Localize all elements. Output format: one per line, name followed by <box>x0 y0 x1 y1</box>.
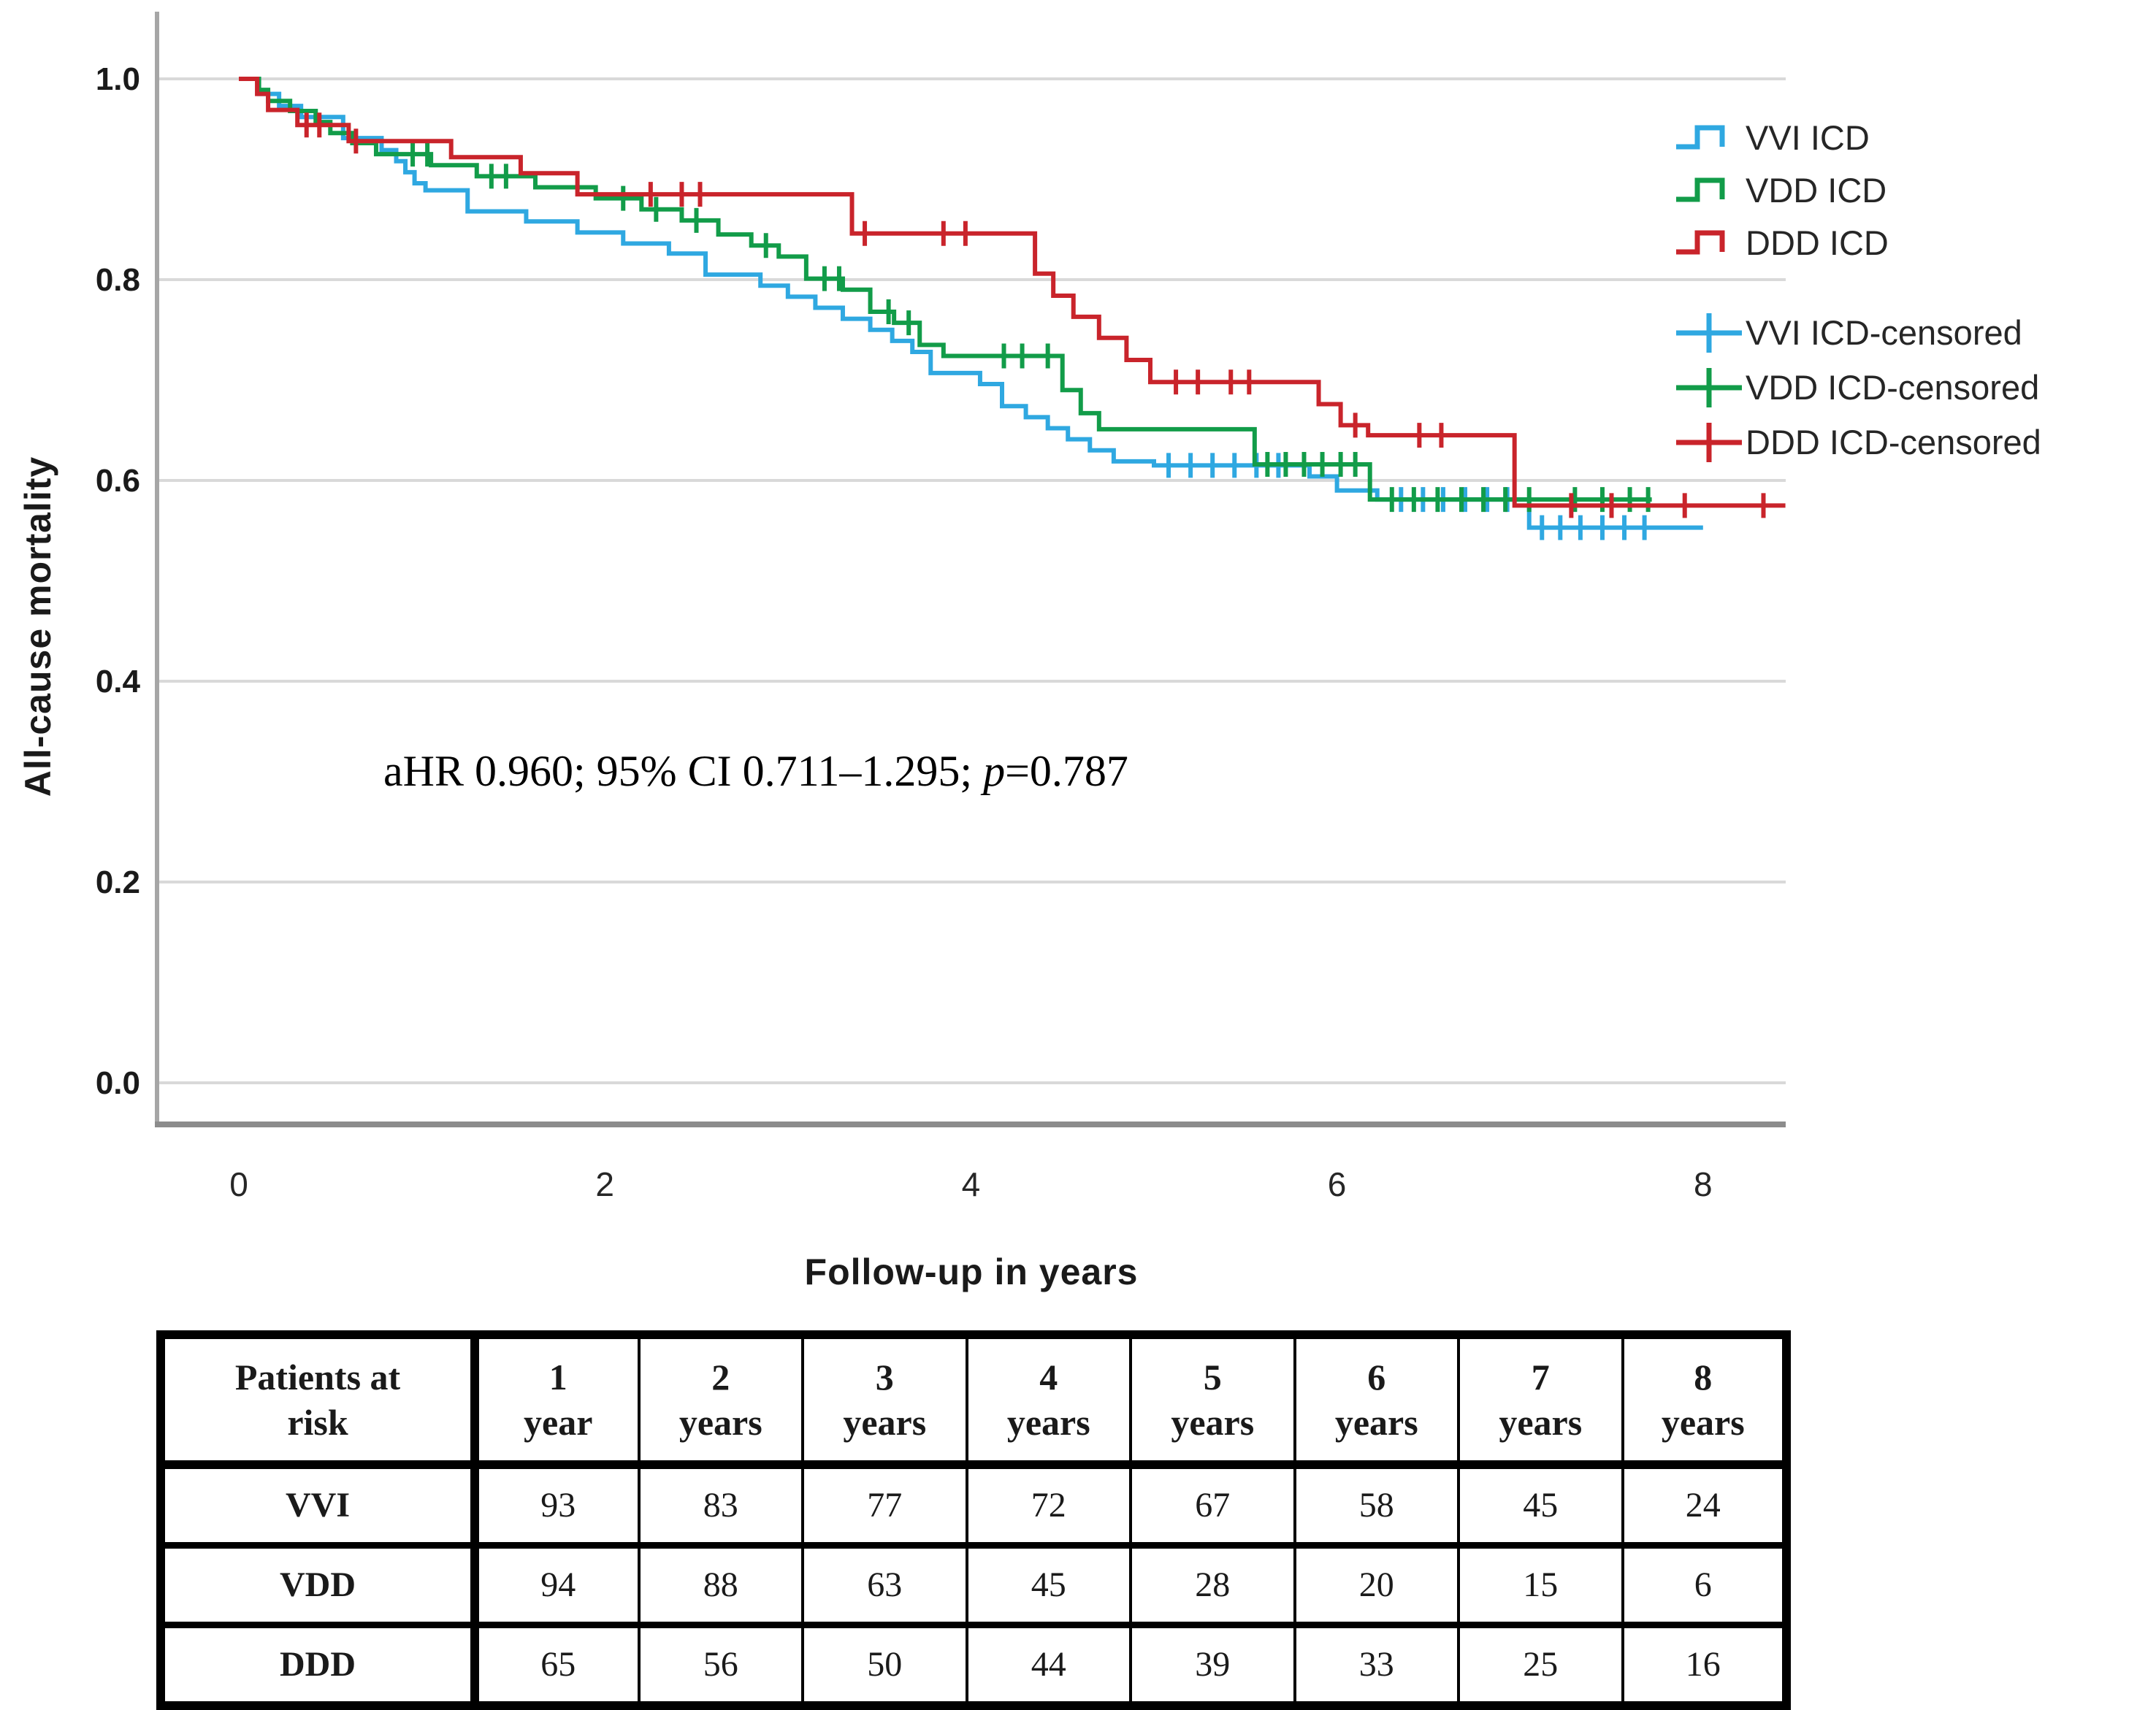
legend-label: VDD ICD-censored <box>1746 368 2040 407</box>
risk-table-col-header-4-years: 4 years <box>965 1333 1132 1469</box>
x-tick-label-2: 2 <box>595 1165 614 1203</box>
risk-value-vvi-year-3: 77 <box>801 1461 968 1547</box>
legend-label: VVI ICD <box>1746 118 1870 157</box>
risk-value-ddd-year-6: 33 <box>1293 1622 1460 1707</box>
risk-table-row-vvi: VVI 93 83 77 72 67 58 45 24 <box>159 1461 1788 1547</box>
patients-at-risk-table: Patients at risk 1 year 2 years 3 years 4 years 5 y… <box>156 1330 1791 1710</box>
plus-marker-icon <box>1676 422 1742 462</box>
risk-value-vdd-year-1: 94 <box>473 1542 641 1627</box>
risk-row-label-vdd: VDD <box>159 1542 479 1627</box>
legend-symbol-stroke <box>1676 177 1725 202</box>
legend-item-vdd-icd: VDD ICD <box>1674 164 2041 216</box>
risk-value-ddd-year-3: 50 <box>801 1622 968 1707</box>
risk-value-vdd-year-5: 28 <box>1129 1542 1296 1627</box>
legend-symbol-stroke <box>1676 422 1742 462</box>
legend-symbol-stroke <box>1676 313 1742 353</box>
legend-item-vvi-icd: VVI ICD <box>1674 111 2041 164</box>
risk-value-vdd-year-3: 63 <box>801 1542 968 1627</box>
plus-marker-icon <box>1676 367 1742 407</box>
risk-row-label-vvi: VVI <box>159 1461 479 1547</box>
risk-table-col-header-2-years: 2 years <box>637 1333 804 1469</box>
risk-value-ddd-year-1: 65 <box>473 1622 641 1707</box>
y-tick-label-0.2: 0.2 <box>96 864 140 900</box>
km-curve-ddd-icd <box>239 77 1786 508</box>
step-line-icon <box>1676 125 1725 150</box>
risk-table-col-header-7-years: 7 years <box>1457 1333 1624 1469</box>
y-tick-label-0.4: 0.4 <box>96 664 141 699</box>
risk-value-vdd-year-7: 15 <box>1457 1542 1624 1627</box>
risk-value-vdd-year-2: 88 <box>637 1542 804 1627</box>
legend-label: VVI ICD-censored <box>1746 313 2022 352</box>
x-axis-title: Follow-up in years <box>804 1251 1139 1292</box>
risk-value-vvi-year-4: 72 <box>965 1461 1132 1547</box>
legend-item-ddd-icd-censored: DDD ICD-censored <box>1674 415 2041 469</box>
x-tick-label-4: 4 <box>962 1165 981 1203</box>
legend-item-vdd-icd-censored: VDD ICD-censored <box>1674 360 2041 415</box>
risk-table-col-header-3-years: 3 years <box>801 1333 968 1469</box>
y-tick-label-0.8: 0.8 <box>96 262 140 298</box>
step-line-icon <box>1676 230 1725 255</box>
x-tick-label-0: 0 <box>229 1165 248 1203</box>
x-tick-label-6: 6 <box>1328 1165 1347 1203</box>
legend: VVI ICD VDD ICD DDD ICD VVI ICD-censored VDD… <box>1674 111 2041 469</box>
risk-table: Patients at risk 1 year 2 years 3 years 4 years 5 y… <box>156 1330 1791 1710</box>
risk-value-ddd-year-7: 25 <box>1457 1622 1624 1707</box>
risk-value-ddd-year-4: 44 <box>965 1622 1132 1707</box>
legend-label: VDD ICD <box>1746 170 1887 210</box>
risk-table-col-header-8-years: 8 years <box>1621 1333 1788 1469</box>
risk-row-label-ddd: DDD <box>159 1622 479 1707</box>
legend-label: DDD ICD <box>1746 223 1889 262</box>
step-line-icon <box>1676 177 1725 202</box>
legend-item-vvi-icd-censored: VVI ICD-censored <box>1674 305 2041 360</box>
survival-plot: 1.0 0.8 0.6 0.4 0.2 0.0 0 2 4 6 8 <box>96 12 1786 1203</box>
y-tick-label-0.6: 0.6 <box>96 463 140 499</box>
legend-group-spacer <box>1674 269 2041 305</box>
legend-symbol-stroke <box>1676 230 1725 255</box>
x-tick-label-8: 8 <box>1694 1165 1713 1203</box>
y-tick-label-0.0: 0.0 <box>96 1065 140 1101</box>
risk-value-vdd-year-6: 20 <box>1293 1542 1460 1627</box>
risk-value-ddd-year-8: 16 <box>1621 1622 1788 1707</box>
risk-table-col-header-6-years: 6 years <box>1293 1333 1460 1469</box>
hazard-ratio-annotation: aHR 0.960; 95% CI 0.711–1.295; p=0.787 <box>383 746 1128 797</box>
risk-value-ddd-year-2: 56 <box>637 1622 804 1707</box>
legend-label: DDD ICD-censored <box>1746 423 2041 461</box>
annotation-text-after: =0.787 <box>1005 747 1128 795</box>
risk-value-vvi-year-7: 45 <box>1457 1461 1624 1547</box>
km-curve-vvi-icd <box>239 77 1703 530</box>
risk-value-vdd-year-4: 45 <box>965 1542 1132 1627</box>
risk-value-vvi-year-1: 93 <box>473 1461 641 1547</box>
legend-item-ddd-icd: DDD ICD <box>1674 216 2041 269</box>
risk-value-vvi-year-5: 67 <box>1129 1461 1296 1547</box>
risk-value-vvi-year-2: 83 <box>637 1461 804 1547</box>
y-tick-label-1.0: 1.0 <box>96 61 140 97</box>
annotation-p-italic: p <box>983 747 1006 795</box>
risk-table-corner-header: Patients at risk <box>159 1333 479 1469</box>
risk-table-row-vdd: VDD 94 88 63 45 28 20 15 6 <box>159 1542 1788 1627</box>
risk-value-ddd-year-5: 39 <box>1129 1622 1296 1707</box>
risk-table-row-ddd: DDD 65 56 50 44 39 33 25 16 <box>159 1622 1788 1707</box>
risk-value-vvi-year-6: 58 <box>1293 1461 1460 1547</box>
risk-value-vvi-year-8: 24 <box>1621 1461 1788 1547</box>
risk-table-header-row: Patients at risk 1 year 2 years 3 years 4 years 5 y… <box>159 1333 1788 1469</box>
annotation-text-before: aHR 0.960; 95% CI 0.711–1.295; <box>383 747 984 795</box>
risk-value-vdd-year-8: 6 <box>1621 1542 1788 1627</box>
legend-symbol-stroke <box>1676 125 1725 150</box>
plus-marker-icon <box>1676 313 1742 353</box>
legend-symbol-stroke <box>1676 367 1742 407</box>
risk-table-col-header-1-year: 1 year <box>473 1333 641 1469</box>
risk-table-col-header-5-years: 5 years <box>1129 1333 1296 1469</box>
y-axis-title: All-cause mortality <box>18 456 58 797</box>
